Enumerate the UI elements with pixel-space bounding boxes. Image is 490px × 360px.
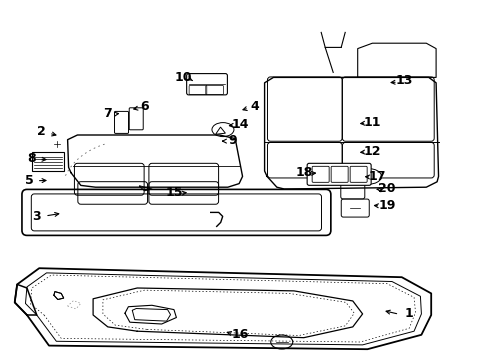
FancyBboxPatch shape — [22, 189, 331, 235]
Text: 8: 8 — [27, 152, 36, 165]
Text: 2: 2 — [37, 125, 46, 138]
Text: 18: 18 — [295, 166, 313, 179]
Text: 1: 1 — [405, 307, 414, 320]
FancyBboxPatch shape — [31, 194, 321, 231]
FancyBboxPatch shape — [341, 199, 369, 217]
FancyBboxPatch shape — [341, 183, 365, 199]
Ellipse shape — [353, 168, 382, 184]
Text: 7: 7 — [103, 107, 112, 120]
Bar — [32, 152, 64, 171]
Ellipse shape — [212, 123, 234, 136]
FancyBboxPatch shape — [115, 111, 128, 134]
FancyBboxPatch shape — [331, 166, 348, 182]
Text: 19: 19 — [378, 199, 396, 212]
Ellipse shape — [271, 335, 293, 349]
Polygon shape — [216, 127, 225, 134]
Text: 14: 14 — [231, 118, 249, 131]
Text: 11: 11 — [364, 116, 381, 129]
Polygon shape — [54, 292, 64, 300]
FancyBboxPatch shape — [307, 163, 371, 185]
Text: 3: 3 — [32, 210, 41, 222]
Circle shape — [51, 138, 63, 150]
Text: 9: 9 — [228, 134, 237, 147]
Circle shape — [225, 172, 233, 180]
Text: 4: 4 — [250, 100, 259, 113]
Text: 16: 16 — [231, 328, 249, 341]
Circle shape — [221, 168, 237, 184]
FancyBboxPatch shape — [350, 166, 367, 182]
FancyBboxPatch shape — [129, 108, 143, 130]
Text: 20: 20 — [378, 183, 396, 195]
Text: 12: 12 — [364, 145, 381, 158]
FancyBboxPatch shape — [312, 166, 329, 182]
Text: 5: 5 — [25, 174, 34, 186]
Text: 13: 13 — [395, 75, 413, 87]
Text: 17: 17 — [368, 170, 386, 183]
Text: 10: 10 — [175, 71, 193, 84]
FancyBboxPatch shape — [187, 73, 227, 95]
Text: 15: 15 — [165, 186, 183, 199]
Text: 6: 6 — [140, 100, 149, 113]
